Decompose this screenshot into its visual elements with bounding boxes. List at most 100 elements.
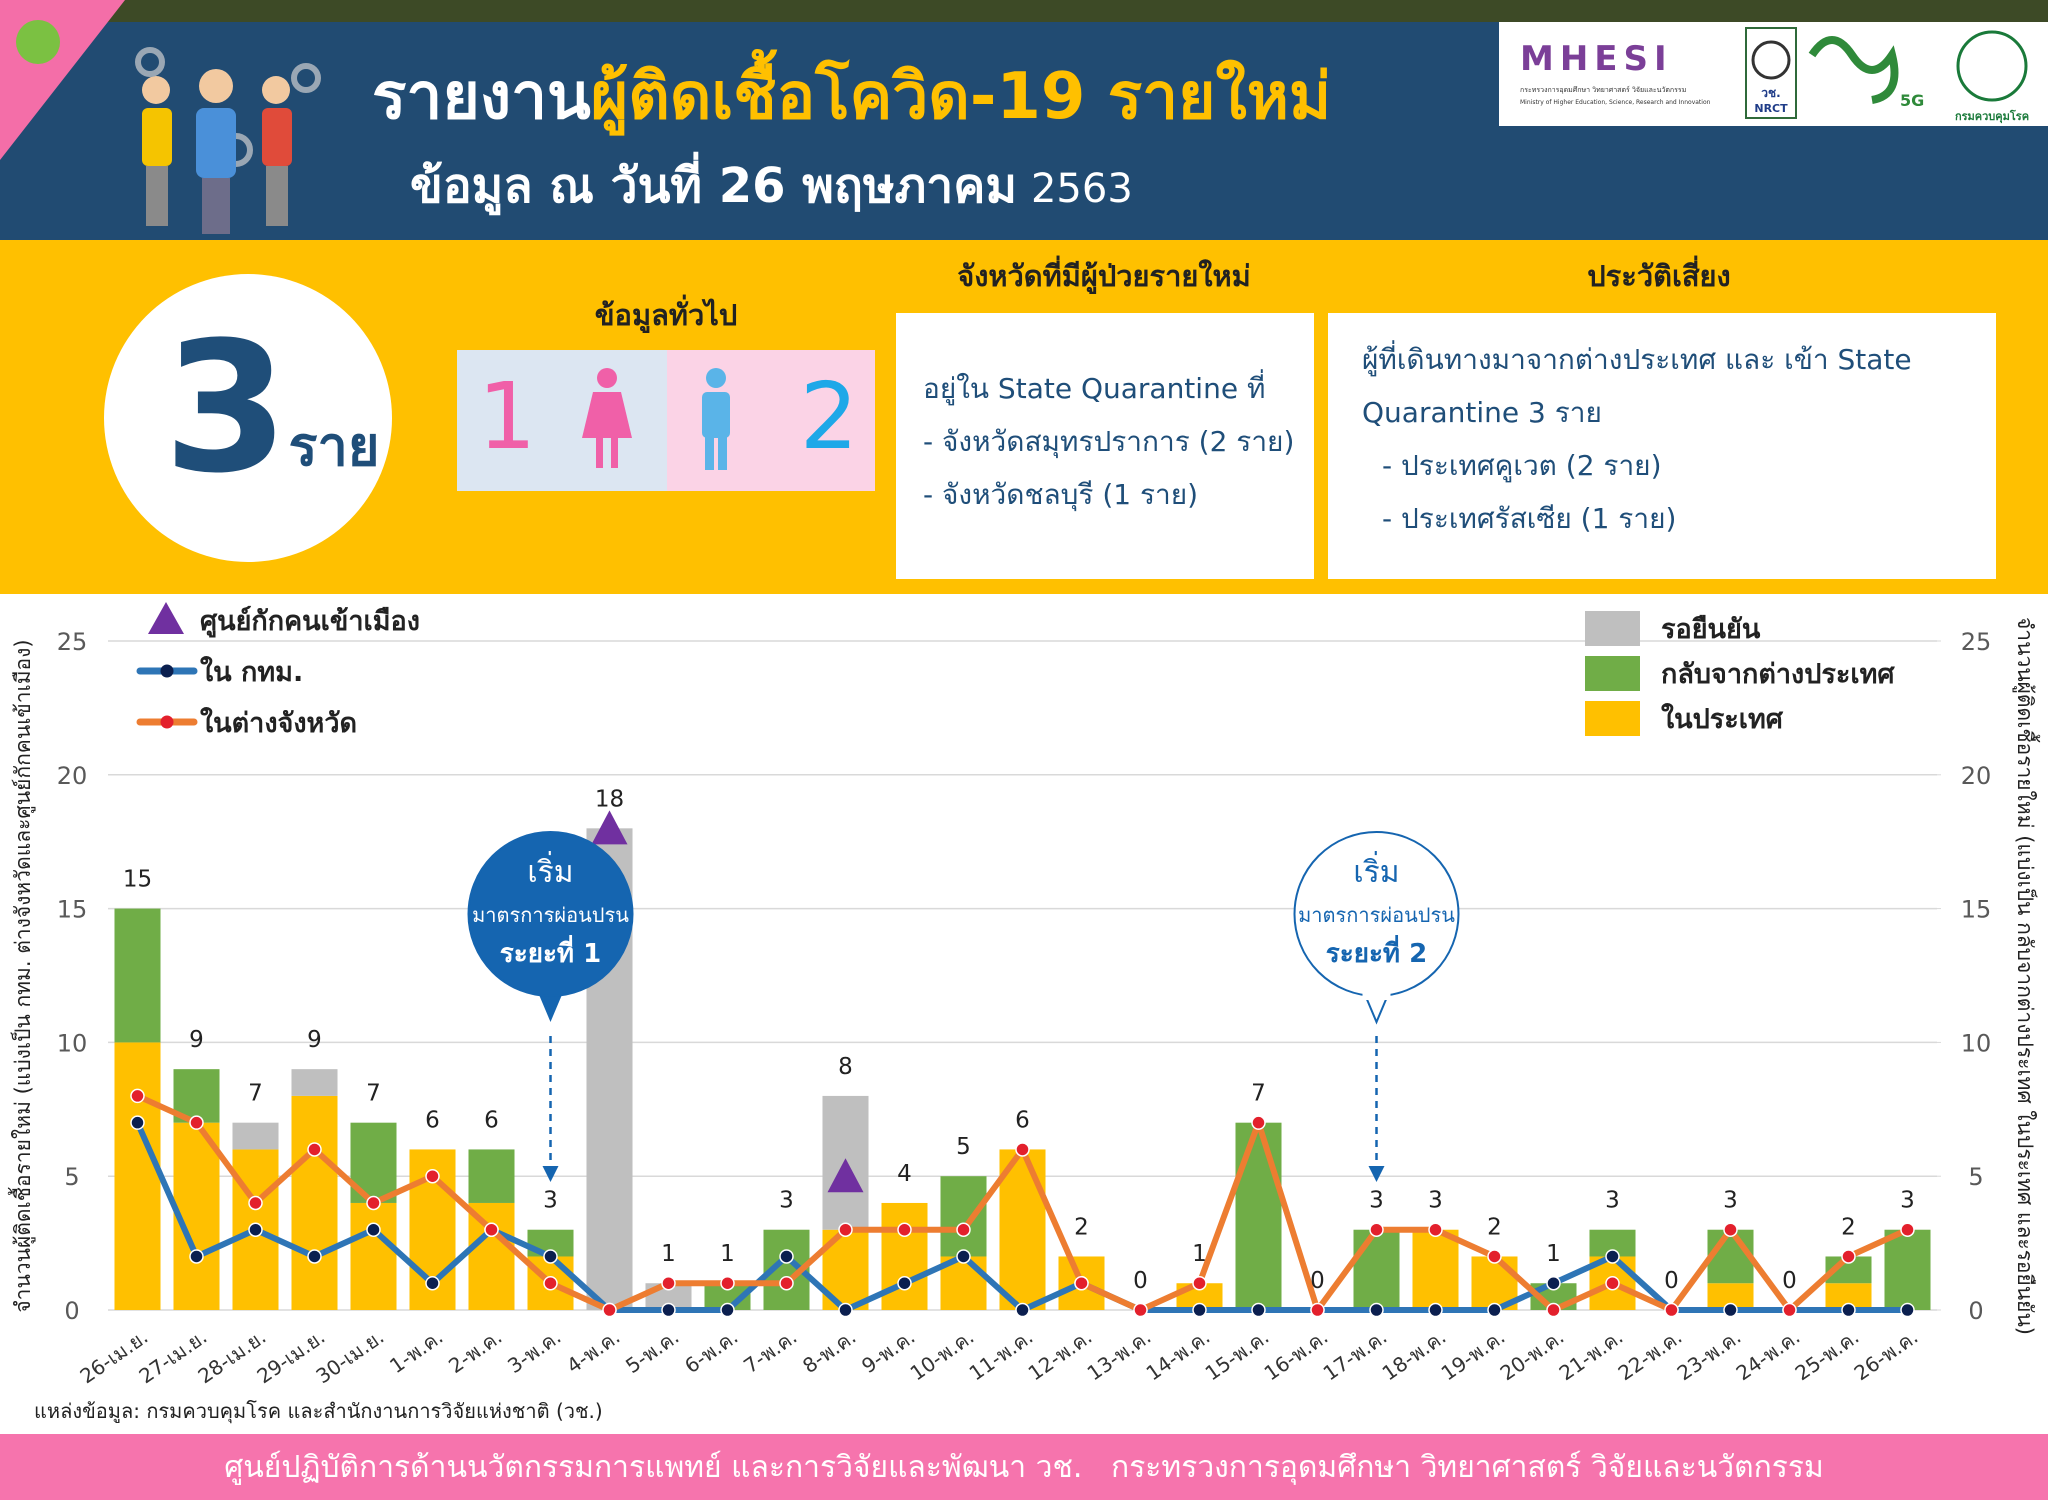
total-label: 18 bbox=[595, 786, 624, 812]
bar-segment bbox=[232, 1122, 279, 1150]
y-tick-label: 25 bbox=[57, 628, 88, 656]
total-label: 0 bbox=[1664, 1268, 1679, 1294]
line-dot bbox=[1546, 1302, 1561, 1318]
header-title: รายงานผู้ติดเชื้อโควิด-19 รายใหม่ bbox=[372, 49, 1331, 136]
callout-text: ระยะที่ 2 bbox=[1326, 934, 1427, 969]
logo-nrct-th: วช. bbox=[1761, 86, 1780, 100]
bar-segment bbox=[114, 908, 161, 1043]
y2-tick-label: 0 bbox=[1968, 1297, 1983, 1325]
bar-segment bbox=[940, 1176, 987, 1257]
logo-mhesi: MHESI bbox=[1520, 39, 1673, 79]
line-dot bbox=[1605, 1249, 1620, 1264]
people-icon bbox=[135, 47, 321, 234]
total-label: 4 bbox=[897, 1161, 912, 1187]
line-dot bbox=[307, 1249, 322, 1264]
y2-axis-title: จำนวนผู้ติดเชื้อรายใหม่ (แบ่งเป็น กลับจา… bbox=[2012, 617, 2040, 1335]
line-dot bbox=[661, 1302, 676, 1318]
y-axis-title: จำนวนผู้ติดเชื้อรายใหม่ (แบ่งเป็น กทม. ต… bbox=[8, 639, 36, 1312]
total-label: 0 bbox=[1310, 1268, 1325, 1294]
line-dot bbox=[1251, 1302, 1266, 1318]
bar-segment bbox=[114, 1042, 161, 1310]
callout-arrowhead bbox=[542, 1166, 559, 1182]
legend-label: ศูนย์กักคนเข้าเมือง bbox=[200, 605, 420, 638]
province-line: อยู่ใน State Quarantine ที่ bbox=[923, 369, 1265, 406]
risk-line: - ประเทศรัสเซีย (1 ราย) bbox=[1382, 502, 1676, 535]
legend-label: รอยืนยัน bbox=[1661, 614, 1761, 645]
line-dot bbox=[130, 1115, 145, 1130]
subtitle-main: ข้อมูล ณ วันที่ 26 พฤษภาคม bbox=[410, 151, 1017, 216]
line-dot bbox=[1546, 1275, 1561, 1291]
title-lead: รายงาน bbox=[372, 60, 591, 134]
line-dot bbox=[484, 1222, 499, 1237]
line-dot bbox=[1015, 1142, 1030, 1157]
total-label: 9 bbox=[307, 1027, 322, 1053]
risk-line: - ประเทศคูเวต (2 ราย) bbox=[1382, 449, 1662, 483]
line-dot bbox=[1369, 1222, 1384, 1237]
bar-segment bbox=[350, 1202, 397, 1310]
total-label: 3 bbox=[1605, 1188, 1620, 1214]
callout-text: มาตรการผ่อนปรน bbox=[472, 903, 629, 927]
y-tick-label: 5 bbox=[64, 1163, 79, 1191]
male-icon bbox=[702, 368, 730, 470]
bar-segment bbox=[999, 1149, 1046, 1310]
risk-line: Quarantine 3 ราย bbox=[1362, 396, 1602, 429]
total-label: 1 bbox=[1546, 1241, 1561, 1267]
total-number: 3 bbox=[163, 304, 288, 513]
line-dot bbox=[779, 1275, 794, 1291]
line-dot bbox=[248, 1195, 263, 1211]
bar-segment bbox=[881, 1202, 928, 1310]
line-dot bbox=[1605, 1275, 1620, 1291]
total-label: 1 bbox=[661, 1241, 676, 1267]
line-dot bbox=[1133, 1302, 1148, 1318]
province-title: จังหวัดที่มีผู้ป่วยรายใหม่ bbox=[957, 255, 1251, 294]
province-box bbox=[896, 313, 1314, 579]
bar-segment bbox=[1884, 1229, 1931, 1310]
legend-swatch bbox=[148, 602, 184, 634]
line-dot bbox=[1251, 1115, 1266, 1130]
line-dot bbox=[720, 1302, 735, 1318]
line-dot bbox=[1841, 1249, 1856, 1264]
line-dot bbox=[543, 1275, 558, 1291]
line-dot bbox=[366, 1222, 381, 1237]
line-dot bbox=[956, 1222, 971, 1237]
total-label: 3 bbox=[779, 1188, 794, 1214]
header-subtitle: ข้อมูล ณ วันที่ 26 พฤษภาคม 2563 bbox=[410, 151, 1133, 216]
logo-nrct-seal bbox=[1751, 40, 1791, 80]
bar-segment bbox=[1353, 1229, 1400, 1310]
province-line: - จังหวัดสมุทรปราการ (2 ราย) bbox=[923, 425, 1294, 459]
total-label: 5 bbox=[956, 1134, 971, 1160]
bar-segment bbox=[468, 1202, 515, 1310]
line-dot bbox=[425, 1275, 440, 1291]
legend-label: ในประเทศ bbox=[1661, 703, 1784, 735]
bar-segment bbox=[1412, 1229, 1459, 1310]
y2-tick-label: 10 bbox=[1961, 1029, 1992, 1057]
line-dot bbox=[661, 1275, 676, 1291]
total-label: 3 bbox=[1900, 1188, 1915, 1214]
subtitle-year: 2563 bbox=[1031, 166, 1133, 212]
logo-nrct-en: NRCT bbox=[1754, 102, 1788, 115]
legend-label: ใน กทม. bbox=[200, 656, 303, 688]
total-label: 6 bbox=[425, 1107, 440, 1133]
line-dot bbox=[189, 1249, 204, 1264]
triangle-marker bbox=[827, 1158, 864, 1193]
total-label: 2 bbox=[1074, 1214, 1089, 1240]
y-tick-label: 10 bbox=[57, 1029, 88, 1057]
line-dot bbox=[366, 1195, 381, 1211]
line-dot bbox=[1723, 1302, 1738, 1318]
logo-ddc: กรมควบคุมโรค bbox=[1955, 109, 2029, 124]
total-label: 1 bbox=[1192, 1241, 1207, 1267]
total-label: 7 bbox=[1251, 1081, 1266, 1107]
line-dot bbox=[1369, 1302, 1384, 1318]
y2-tick-label: 20 bbox=[1961, 762, 1992, 790]
total-label: 15 bbox=[123, 867, 152, 893]
legend-swatch bbox=[1585, 701, 1640, 736]
triangle-marker bbox=[591, 810, 628, 845]
virus-icon bbox=[16, 20, 60, 64]
general-title: ข้อมูลทั่วไป bbox=[595, 294, 738, 333]
callout-text: ระยะที่ 1 bbox=[500, 934, 601, 969]
total-label: 3 bbox=[1428, 1188, 1443, 1214]
line-dot bbox=[248, 1222, 263, 1237]
legend-swatch bbox=[1585, 656, 1640, 691]
